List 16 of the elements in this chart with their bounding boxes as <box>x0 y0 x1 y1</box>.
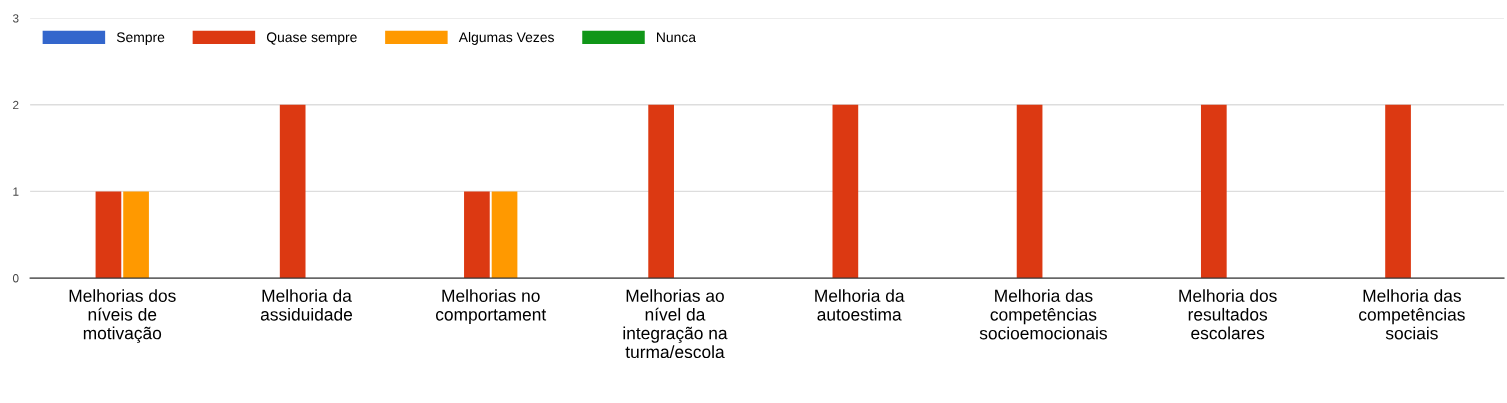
x-tick-label: Melhorias dos níveis de motivação <box>69 289 176 343</box>
y-tick-label: 3 <box>12 14 19 23</box>
x-tick-label: Melhorias ao nível da integração na turma/escola <box>623 289 728 359</box>
legend-label: Sempre <box>116 32 165 45</box>
y-tick-label: 0 <box>12 274 19 283</box>
legend-label: Quase sempre <box>266 32 357 45</box>
legend-label: Nunca <box>657 32 697 43</box>
y-tick-label: 1 <box>13 187 19 196</box>
legend-label: Algumas Vezes <box>458 31 554 45</box>
y-tick-label: 2 <box>13 100 19 110</box>
x-tick-label: Melhorias no comportament <box>435 289 547 325</box>
x-tick-label: Melhoria das competências sociais <box>1359 289 1465 340</box>
x-tick-label: Melhoria das competências socioemocionais <box>979 289 1107 340</box>
x-tick-label: Melhoria da assiduidade <box>260 289 353 321</box>
x-tick-label: Melhoria da autoestima <box>815 289 905 321</box>
x-tick-label: Melhoria dos resultados escolares <box>1179 289 1277 340</box>
